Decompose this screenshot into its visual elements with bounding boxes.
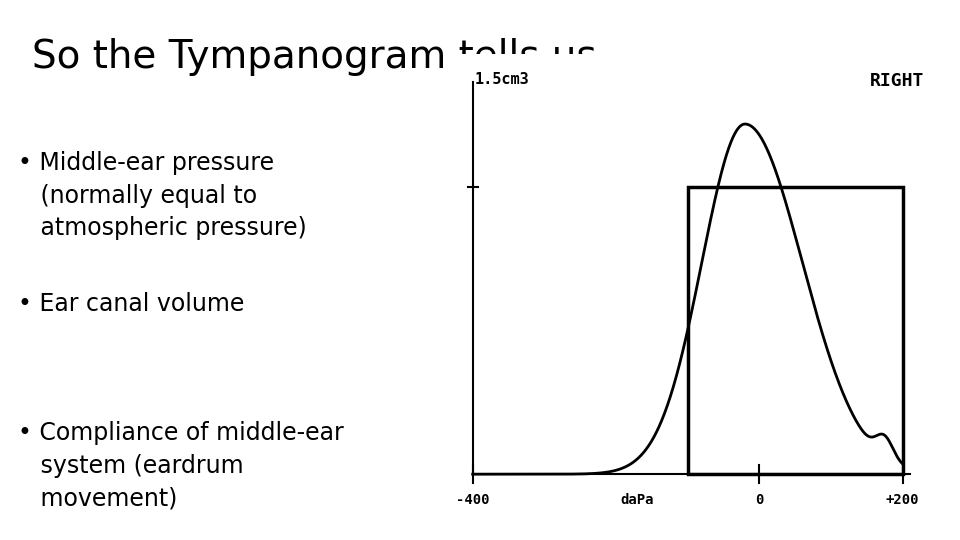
Text: • Compliance of middle-ear
   system (eardrum
   movement): • Compliance of middle-ear system (eardr… <box>18 421 344 510</box>
Text: • Ear canal volume: • Ear canal volume <box>18 292 245 315</box>
Text: 0: 0 <box>756 494 763 508</box>
Text: So the Tympanogram tells us….: So the Tympanogram tells us…. <box>32 38 647 76</box>
Text: • Middle-ear pressure
   (normally equal to
   atmospheric pressure): • Middle-ear pressure (normally equal to… <box>18 151 307 240</box>
Text: 1.5cm3: 1.5cm3 <box>474 71 529 86</box>
Text: RIGHT: RIGHT <box>870 71 924 90</box>
Text: daPa: daPa <box>621 494 654 508</box>
Text: +200: +200 <box>886 494 920 508</box>
Text: -400: -400 <box>456 494 490 508</box>
Bar <box>687 187 902 474</box>
